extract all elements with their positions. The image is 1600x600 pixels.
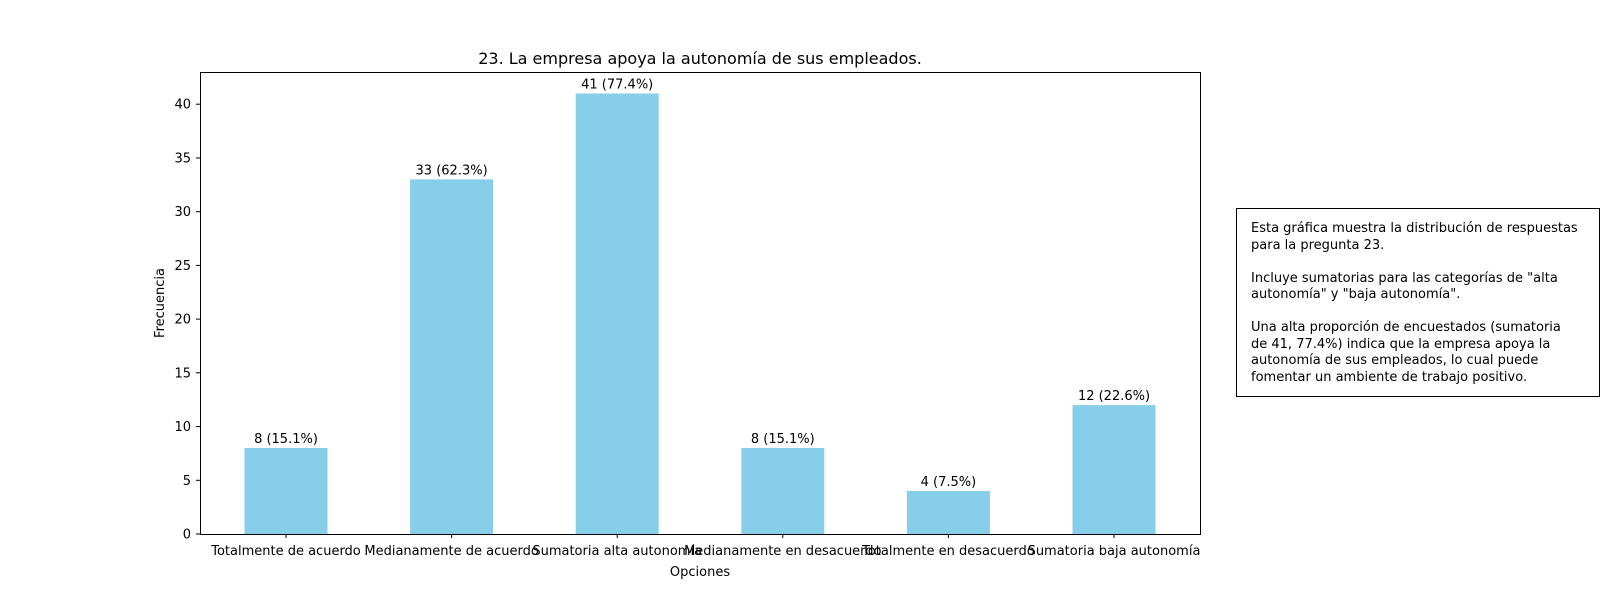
bar (741, 448, 825, 534)
y-tick-label: 40 (174, 98, 191, 113)
annotation-line: autonomía" y "baja autonomía". (1251, 287, 1461, 302)
bar (244, 448, 328, 534)
x-tick-label: Medianamente en desacuerdo (684, 544, 881, 559)
bar (1072, 405, 1156, 534)
x-tick-label: Totalmente en desacuerdo (861, 544, 1035, 559)
x-tick-label: Sumatoria baja autonomía (1028, 544, 1201, 559)
annotation-box: Esta gráfica muestra la distribución de … (1236, 208, 1600, 397)
annotation-line (1251, 304, 1599, 321)
data-label: 33 (62.3%) (416, 163, 488, 178)
x-axis-label: Opciones (670, 565, 730, 580)
y-tick-label: 5 (183, 474, 191, 489)
annotation-line: fomentar un ambiente de trabajo positivo… (1251, 369, 1528, 385)
y-tick-label: 10 (174, 420, 191, 435)
annotation-line: Esta gráfica muestra la distribución de … (1251, 221, 1578, 236)
annotation-line: autonomía de sus empleados, lo cual pued… (1251, 353, 1539, 368)
y-tick-label: 30 (174, 205, 191, 220)
y-tick-label: 25 (174, 259, 191, 274)
data-label: 41 (77.4%) (581, 78, 653, 93)
x-tick-label: Sumatoria alta autonomía (532, 544, 702, 559)
bar (410, 179, 494, 534)
annotation-line: Incluye sumatorias para las categorías d… (1251, 270, 1558, 286)
annotation-line: de 41, 77.4%) indica que la empresa apoy… (1251, 336, 1551, 352)
annotation-line (1251, 254, 1599, 271)
y-axis: 0 5 10 15 20 25 30 35 40 (174, 98, 200, 543)
data-label: 12 (22.6%) (1078, 389, 1150, 404)
bars-layer (244, 93, 1156, 534)
x-tick-label: Medianamente de acuerdo (364, 544, 538, 559)
x-axis: Totalmente de acuerdo Medianamente de acu… (210, 534, 1200, 559)
y-tick-label: 20 (174, 313, 191, 328)
data-label: 8 (15.1%) (254, 432, 318, 447)
chart-title: 23. La empresa apoya la autonomía de sus… (478, 49, 922, 68)
bar (575, 93, 659, 534)
data-label: 4 (7.5%) (921, 475, 977, 490)
annotation-line: Una alta proporción de encuestados (suma… (1251, 320, 1561, 335)
data-labels-layer: 8 (15.1%) 33 (62.3%) 41 (77.4%) 8 (15.1%) 4 … (254, 78, 1150, 491)
y-axis-label: Frecuencia (153, 268, 168, 338)
bar (906, 491, 990, 534)
annotation-line: para la pregunta 23. (1251, 237, 1385, 253)
x-tick-label: Totalmente de acuerdo (210, 544, 361, 559)
plot-frame (200, 72, 1201, 535)
data-label: 8 (15.1%) (751, 432, 815, 447)
y-tick-label: 35 (174, 152, 191, 167)
y-tick-label: 0 (183, 528, 191, 543)
y-tick-label: 15 (174, 366, 191, 381)
